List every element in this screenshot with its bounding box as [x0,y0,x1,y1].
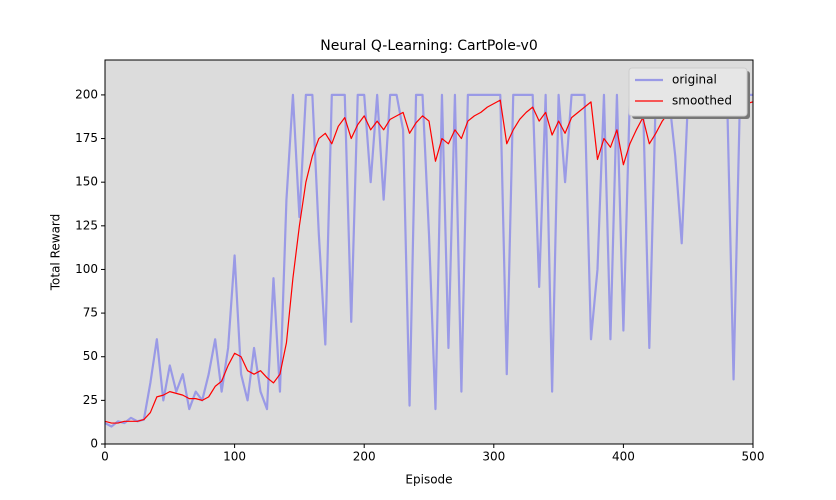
series-line [105,93,753,428]
series-line [105,96,753,424]
y-tick-label: 0 [90,437,98,451]
y-tick-label: 100 [75,262,98,276]
y-tick-label: 75 [83,306,98,320]
x-tick-label: 500 [742,450,765,464]
x-axis-label: Episode [405,473,452,487]
chart-title: Neural Q-Learning: CartPole-v0 [320,38,538,54]
y-tick-label: 125 [75,218,98,232]
x-tick-label: 100 [223,450,246,464]
x-tick-label: 300 [482,450,505,464]
x-tick-label: 0 [101,450,109,464]
legend-label: smoothed [672,94,732,108]
x-tick-label: 200 [353,450,376,464]
y-tick-label: 25 [83,393,98,407]
y-tick-label: 50 [83,349,98,363]
y-tick-label: 200 [75,87,98,101]
legend-label: original [672,73,717,87]
y-tick-label: 150 [75,175,98,189]
y-axis-label: Total Reward [49,214,63,292]
y-tick-label: 175 [75,131,98,145]
x-tick-label: 400 [612,450,635,464]
plot-frame [104,59,754,445]
